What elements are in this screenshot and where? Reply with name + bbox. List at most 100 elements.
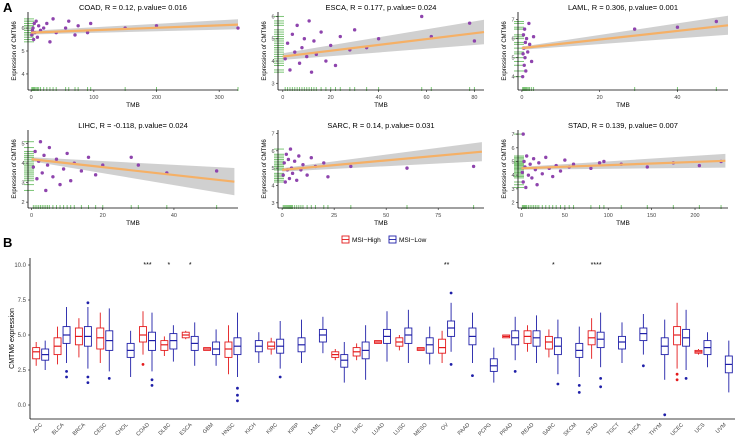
box-body xyxy=(267,341,276,350)
scatter-point xyxy=(45,163,50,167)
plot-title: STAD, R = 0.139, p.value= 0.007 xyxy=(568,121,678,130)
scatter-point xyxy=(154,24,159,28)
box-body xyxy=(673,326,682,346)
scatter-point xyxy=(58,182,62,187)
scatter-point xyxy=(524,154,529,158)
plot-title: COAD, R = 0.12, p.value= 0.016 xyxy=(79,3,187,12)
x-tick-label: 200 xyxy=(152,95,161,101)
scatter-point xyxy=(287,176,292,181)
scatter-point xyxy=(522,159,526,164)
scatter-plot-stad: 0 50 100 150 200 2 3 4 5 6 7 STAD, R = 0.139, p.val… xyxy=(502,121,728,227)
scatter-point xyxy=(283,57,287,61)
x-tick-label: 20 xyxy=(100,213,106,219)
box-group-ov: OV ** xyxy=(438,262,456,432)
x-tick-label: 40 xyxy=(674,95,680,101)
scatter-point xyxy=(520,170,525,175)
scatter-point xyxy=(309,70,314,74)
box-y-tick-label: 7.5 xyxy=(18,298,27,304)
box-body xyxy=(618,335,626,350)
box-outlier xyxy=(86,301,90,305)
box-outlier xyxy=(236,399,239,403)
scatter-plot-laml: 0 20 40 4 5 6 7 LAML, R = 0.306, p.value= 0.001… xyxy=(502,3,729,109)
scatter-point xyxy=(236,26,240,30)
x-tick-label: 20 xyxy=(597,95,603,101)
category-label: OV xyxy=(440,422,450,432)
box-outlier xyxy=(577,384,581,387)
y-axis-label: Expression of CMTM6 xyxy=(12,21,18,81)
box-body xyxy=(404,327,413,344)
box-outlier xyxy=(513,370,517,373)
scatter-point xyxy=(467,21,472,25)
scatter-point xyxy=(526,50,530,54)
scatter-plot-lihc: 0 20 40 2 3 4 5 LIHC, R = -0.118, p.value= 0.02… xyxy=(12,121,238,227)
scatter-point xyxy=(326,175,330,179)
scatter-point xyxy=(44,188,48,193)
scatter-point xyxy=(288,68,292,72)
box-outlier xyxy=(449,363,453,366)
scatter-point xyxy=(527,42,532,47)
box-body xyxy=(544,335,553,350)
scatter-plot-esca: 0 20 40 60 80 3 4 5 6 ESCA, R = 0.177, p.value= 0… xyxy=(262,3,485,109)
scatter-point xyxy=(563,158,567,162)
box-outlier xyxy=(236,386,239,390)
significance-mark: * xyxy=(167,262,170,269)
y-axis-label: Expression of CMTM6 xyxy=(12,139,18,199)
box-body xyxy=(523,330,532,344)
scatter-point xyxy=(42,153,46,158)
scatter-point xyxy=(284,152,289,156)
scatter-point xyxy=(535,183,539,187)
scatter-point xyxy=(537,161,541,165)
panel-label-a: A xyxy=(3,0,13,15)
box-body xyxy=(139,326,147,343)
y-tick-label: 4 xyxy=(511,75,514,81)
scatter-point xyxy=(32,21,36,26)
scatter-point xyxy=(589,166,593,171)
scatter-point xyxy=(309,156,313,160)
y-tick-label: 5 xyxy=(511,56,514,62)
scatter-point xyxy=(35,35,40,39)
box-outlier xyxy=(471,374,474,377)
scatter-point xyxy=(305,173,309,177)
box-outlier xyxy=(107,377,111,380)
scatter-point xyxy=(67,19,71,23)
x-axis-label: TMB xyxy=(374,220,388,227)
scatter-point xyxy=(31,165,36,169)
fit-line xyxy=(282,30,485,58)
scatter-point xyxy=(420,14,424,19)
scatter-point xyxy=(472,39,477,43)
x-tick-label: 0 xyxy=(520,213,523,219)
y-tick-label: 6 xyxy=(21,26,24,32)
box-body xyxy=(425,337,434,354)
scatter-point xyxy=(521,180,525,184)
significance-mark: * xyxy=(189,262,192,269)
box-outlier xyxy=(684,377,688,380)
y-tick-label: 6 xyxy=(511,146,514,152)
y-tick-label: 5 xyxy=(511,159,514,165)
scatter-point xyxy=(312,39,316,43)
scatter-point xyxy=(540,172,544,176)
scatter-point xyxy=(324,59,328,63)
scatter-point xyxy=(376,37,381,41)
fit-line xyxy=(521,24,729,50)
scatter-point xyxy=(30,33,34,37)
confidence-band xyxy=(31,157,235,196)
box-outlier xyxy=(86,375,90,379)
scatter-point xyxy=(675,25,680,29)
x-tick-label: 80 xyxy=(471,95,477,101)
scatter-point xyxy=(302,37,307,41)
y-tick-label: 7 xyxy=(511,18,514,24)
y-tick-label: 7 xyxy=(511,132,514,138)
box-outlier xyxy=(641,364,645,368)
scatter-point xyxy=(47,145,52,150)
plot-title: SARC, R = 0.14, p.value= 0.031 xyxy=(327,121,434,130)
scatter-point xyxy=(527,21,531,26)
box-body xyxy=(224,341,233,358)
box-body xyxy=(169,333,178,350)
scatter-point xyxy=(293,50,297,54)
scatter-point xyxy=(33,149,37,154)
scatter-point xyxy=(297,61,302,65)
y-tick-label: 5 xyxy=(271,166,274,172)
scatter-point xyxy=(41,26,46,30)
scatter-point xyxy=(36,24,41,28)
